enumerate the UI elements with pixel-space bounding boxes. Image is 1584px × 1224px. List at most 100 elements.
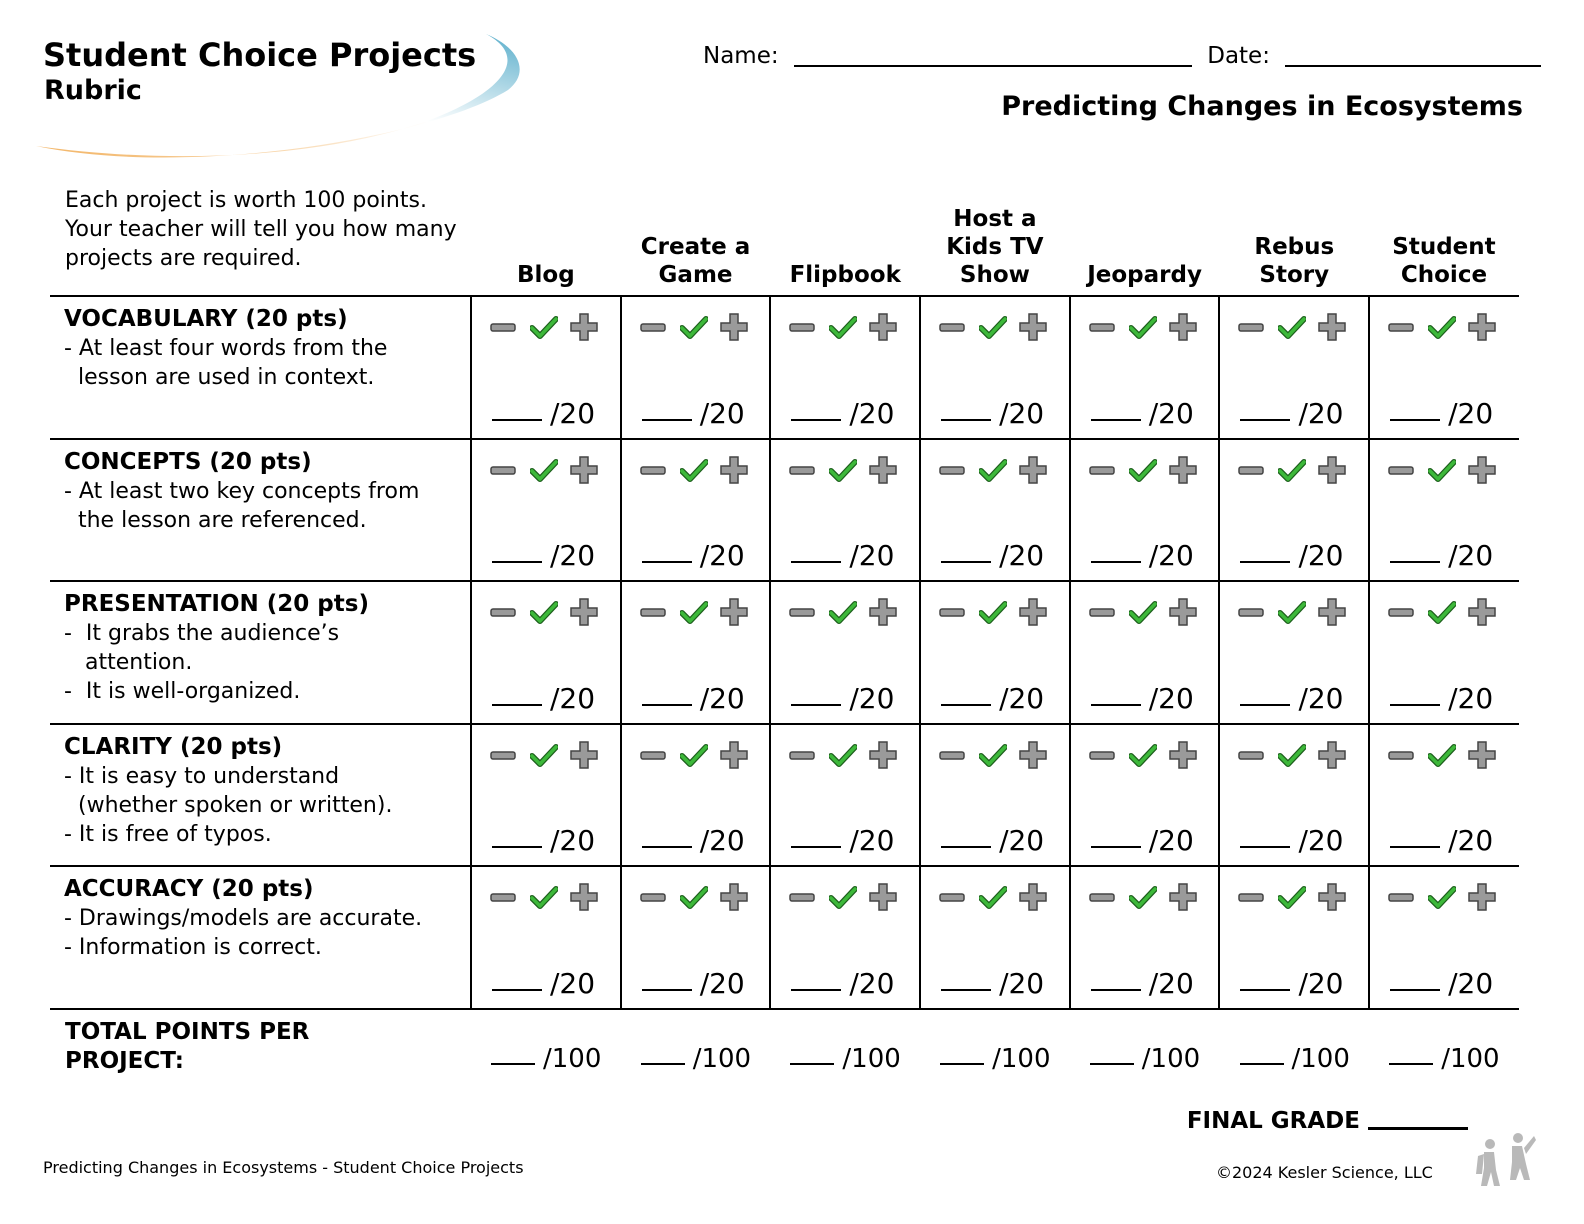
score-field[interactable]: /20 bbox=[492, 682, 595, 715]
score-blank-line[interactable] bbox=[1240, 846, 1291, 849]
plus-icon[interactable] bbox=[1468, 455, 1496, 488]
score-field[interactable]: /20 bbox=[492, 825, 595, 857]
score-field[interactable]: /20 bbox=[641, 825, 745, 857]
check-icon[interactable] bbox=[1277, 458, 1308, 488]
score-blank-line[interactable] bbox=[492, 988, 542, 991]
score-blank-line[interactable] bbox=[1390, 703, 1441, 706]
check-icon[interactable] bbox=[529, 315, 559, 345]
minus-icon[interactable] bbox=[1089, 315, 1115, 345]
minus-icon[interactable] bbox=[639, 458, 666, 488]
minus-icon[interactable] bbox=[1388, 458, 1414, 488]
score-field[interactable]: /20 bbox=[941, 967, 1044, 1000]
score-blank-line[interactable] bbox=[1390, 846, 1441, 849]
score-blank-line[interactable] bbox=[791, 846, 842, 849]
minus-icon[interactable] bbox=[1388, 315, 1414, 345]
check-icon[interactable] bbox=[529, 600, 559, 630]
check-icon[interactable] bbox=[1277, 315, 1308, 345]
score-field[interactable]: /20 bbox=[1240, 397, 1344, 430]
check-icon[interactable] bbox=[678, 743, 709, 773]
score-field[interactable]: /20 bbox=[1390, 825, 1493, 857]
plus-icon[interactable] bbox=[1318, 741, 1347, 773]
minus-icon[interactable] bbox=[789, 458, 816, 488]
minus-icon[interactable] bbox=[939, 315, 965, 345]
plus-icon[interactable] bbox=[719, 883, 748, 915]
minus-icon[interactable] bbox=[1238, 315, 1265, 345]
minus-icon[interactable] bbox=[1238, 885, 1265, 915]
score-blank-line[interactable] bbox=[492, 703, 542, 706]
plus-icon[interactable] bbox=[869, 741, 898, 773]
plus-icon[interactable] bbox=[719, 455, 748, 488]
score-blank-line[interactable] bbox=[1390, 418, 1441, 421]
score-blank-line[interactable] bbox=[492, 561, 542, 564]
check-icon[interactable] bbox=[828, 315, 859, 345]
check-icon[interactable] bbox=[828, 743, 859, 773]
check-icon[interactable] bbox=[1427, 743, 1458, 773]
check-icon[interactable] bbox=[678, 885, 709, 915]
check-icon[interactable] bbox=[978, 600, 1009, 630]
minus-icon[interactable] bbox=[789, 315, 816, 345]
score-field[interactable]: /20 bbox=[1090, 540, 1194, 572]
check-icon[interactable] bbox=[529, 458, 559, 488]
plus-icon[interactable] bbox=[570, 313, 598, 345]
check-icon[interactable] bbox=[678, 458, 709, 488]
score-field[interactable]: /20 bbox=[1240, 825, 1344, 857]
check-icon[interactable] bbox=[678, 600, 709, 630]
plus-icon[interactable] bbox=[1318, 455, 1347, 488]
score-blank-line[interactable] bbox=[492, 846, 542, 849]
plus-icon[interactable] bbox=[1468, 883, 1496, 915]
total-blank-line[interactable] bbox=[940, 1063, 985, 1065]
total-blank-line[interactable] bbox=[1389, 1063, 1434, 1065]
plus-icon[interactable] bbox=[1468, 741, 1496, 773]
score-blank-line[interactable] bbox=[941, 418, 992, 421]
minus-icon[interactable] bbox=[490, 315, 516, 345]
plus-icon[interactable] bbox=[1019, 455, 1047, 488]
total-score-field[interactable]: /100 bbox=[1239, 1044, 1390, 1074]
total-blank-line[interactable] bbox=[1089, 1063, 1134, 1065]
minus-icon[interactable] bbox=[639, 315, 666, 345]
score-field[interactable]: /20 bbox=[791, 967, 894, 1000]
minus-icon[interactable] bbox=[490, 458, 516, 488]
minus-icon[interactable] bbox=[1238, 743, 1265, 773]
plus-icon[interactable] bbox=[1019, 741, 1047, 773]
minus-icon[interactable] bbox=[939, 458, 965, 488]
score-field[interactable]: /20 bbox=[641, 682, 745, 715]
score-field[interactable]: /20 bbox=[941, 397, 1044, 430]
minus-icon[interactable] bbox=[1388, 600, 1414, 630]
score-field[interactable]: /20 bbox=[791, 397, 894, 430]
score-field[interactable]: /20 bbox=[791, 540, 894, 572]
plus-icon[interactable] bbox=[570, 598, 598, 630]
score-field[interactable]: /20 bbox=[1390, 397, 1493, 430]
minus-icon[interactable] bbox=[789, 885, 816, 915]
score-field[interactable]: /20 bbox=[492, 967, 595, 1000]
plus-icon[interactable] bbox=[1169, 883, 1197, 915]
minus-icon[interactable] bbox=[1388, 885, 1414, 915]
check-icon[interactable] bbox=[978, 885, 1009, 915]
check-icon[interactable] bbox=[1277, 743, 1308, 773]
score-blank-line[interactable] bbox=[941, 988, 992, 991]
score-field[interactable]: /20 bbox=[941, 825, 1044, 857]
minus-icon[interactable] bbox=[1089, 743, 1115, 773]
date-field-line[interactable] bbox=[1285, 43, 1542, 67]
score-blank-line[interactable] bbox=[791, 703, 842, 706]
score-blank-line[interactable] bbox=[1090, 418, 1141, 421]
score-field[interactable]: /20 bbox=[1240, 540, 1344, 572]
total-blank-line[interactable] bbox=[640, 1063, 685, 1065]
score-blank-line[interactable] bbox=[1240, 988, 1291, 991]
score-field[interactable]: /20 bbox=[1090, 397, 1194, 430]
total-score-field[interactable]: /100 bbox=[1389, 1044, 1539, 1074]
check-icon[interactable] bbox=[1127, 885, 1158, 915]
minus-icon[interactable] bbox=[490, 743, 516, 773]
check-icon[interactable] bbox=[978, 458, 1009, 488]
score-blank-line[interactable] bbox=[641, 703, 692, 706]
score-blank-line[interactable] bbox=[1090, 846, 1141, 849]
check-icon[interactable] bbox=[1427, 600, 1458, 630]
plus-icon[interactable] bbox=[1019, 313, 1047, 345]
minus-icon[interactable] bbox=[639, 743, 666, 773]
minus-icon[interactable] bbox=[939, 885, 965, 915]
total-score-field[interactable]: /100 bbox=[640, 1044, 791, 1074]
score-blank-line[interactable] bbox=[941, 561, 992, 564]
score-field[interactable]: /20 bbox=[1390, 967, 1493, 1000]
score-blank-line[interactable] bbox=[492, 418, 542, 421]
score-field[interactable]: /20 bbox=[941, 682, 1044, 715]
score-blank-line[interactable] bbox=[1240, 561, 1291, 564]
